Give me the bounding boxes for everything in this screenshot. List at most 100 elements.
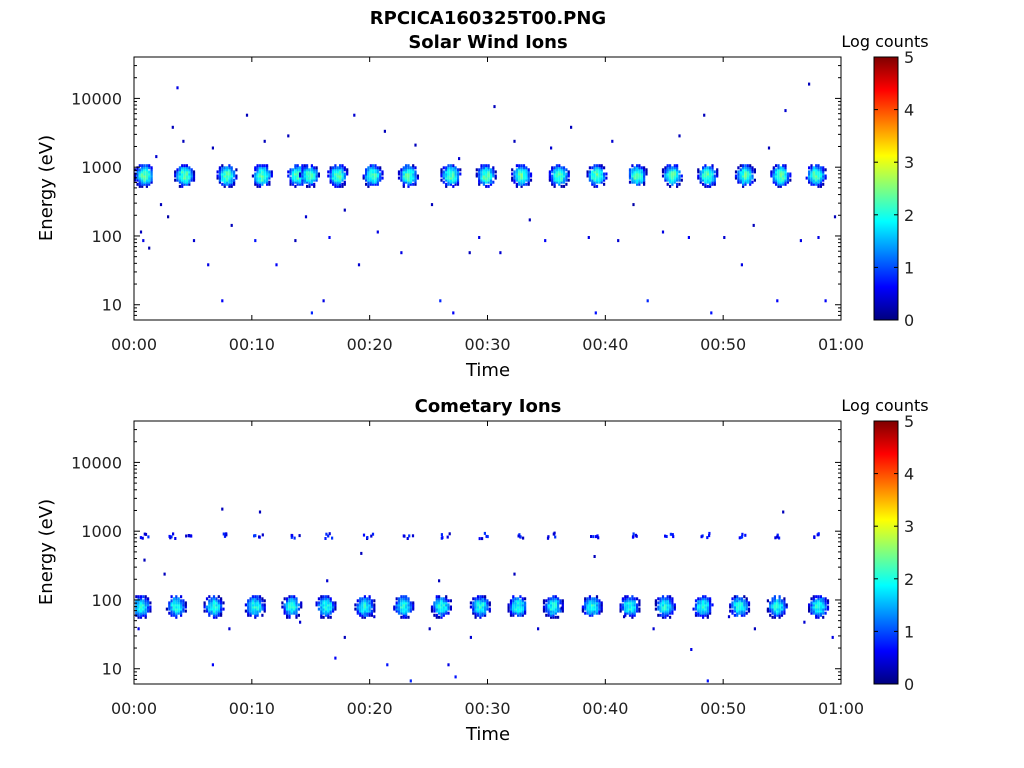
data-cell	[203, 603, 206, 607]
colorbar-gradient	[873, 56, 899, 321]
data-cell	[329, 176, 332, 180]
data-cell	[519, 535, 522, 539]
data-cell	[263, 170, 266, 174]
data-cell	[363, 597, 366, 601]
data-cell	[551, 170, 554, 174]
data-cell	[547, 535, 550, 539]
data-cell	[673, 168, 676, 172]
data-cell	[731, 611, 734, 615]
data-cell	[586, 172, 589, 176]
y-tick-label: 1000	[81, 522, 122, 541]
data-cell	[368, 605, 371, 609]
data-cell	[208, 607, 211, 611]
data-cell	[208, 599, 211, 603]
data-cell	[697, 176, 700, 180]
data-cell	[249, 613, 252, 617]
data-cell	[449, 178, 452, 182]
data-cell	[303, 164, 306, 168]
data-cell	[320, 605, 323, 609]
data-cell	[517, 534, 520, 538]
data-cell	[584, 611, 587, 615]
data-cell	[308, 178, 311, 182]
data-cell	[704, 170, 707, 174]
data-cell	[738, 609, 741, 613]
data-cell	[817, 603, 820, 607]
data-cell	[402, 174, 405, 178]
data-cell	[664, 611, 667, 615]
data-cell	[628, 597, 632, 601]
data-cell	[266, 180, 269, 184]
data-cell	[666, 595, 669, 599]
data-cell	[286, 599, 289, 603]
data-cell	[595, 168, 599, 172]
data-cell	[177, 611, 180, 615]
data-cell	[812, 166, 815, 170]
data-cell	[258, 184, 262, 188]
data-cell	[172, 609, 176, 613]
data-cell	[777, 164, 780, 168]
data-cell	[517, 609, 520, 613]
data-cell	[145, 168, 148, 172]
data-cell	[772, 178, 775, 182]
data-cell	[547, 605, 550, 609]
data-cell	[454, 166, 457, 170]
data-cell	[643, 174, 646, 178]
data-cell	[178, 178, 181, 182]
data-point	[163, 572, 166, 576]
data-cell	[313, 172, 316, 176]
data-point	[817, 236, 820, 239]
data-cell	[711, 166, 714, 170]
data-point	[438, 579, 441, 583]
data-cell	[554, 611, 557, 615]
data-cell	[565, 176, 568, 180]
data-cell	[308, 184, 311, 188]
data-cell	[363, 603, 366, 607]
data-cell	[301, 176, 304, 180]
data-cell	[339, 166, 342, 170]
data-cell	[438, 599, 441, 603]
data-cell	[817, 607, 820, 611]
data-cell	[322, 611, 325, 615]
data-cell	[817, 609, 820, 613]
data-cell	[294, 164, 297, 168]
data-cell	[709, 166, 712, 170]
data-cell	[249, 607, 252, 611]
data-cell	[223, 172, 226, 176]
data-cell	[550, 605, 553, 609]
data-cell	[447, 178, 450, 182]
data-cell	[474, 603, 477, 607]
data-cell	[702, 176, 705, 180]
data-point	[211, 663, 214, 667]
data-point	[155, 155, 158, 159]
data-cell	[407, 180, 410, 184]
data-cell	[509, 603, 513, 607]
data-cell	[220, 609, 223, 613]
data-cell	[258, 605, 262, 609]
data-cell	[223, 532, 226, 536]
data-cell	[522, 174, 526, 178]
data-cell	[400, 172, 403, 176]
data-cell	[588, 174, 591, 178]
data-cell	[395, 597, 398, 601]
data-cell	[343, 174, 346, 178]
data-cell	[339, 178, 342, 182]
data-cell	[738, 536, 741, 540]
data-cell	[595, 170, 599, 174]
data-cell	[819, 601, 822, 605]
data-cell	[290, 611, 293, 615]
data-cell	[815, 603, 818, 607]
data-cell	[624, 603, 627, 607]
data-cell	[734, 170, 738, 174]
data-cell	[547, 599, 550, 603]
data-cell	[254, 597, 257, 601]
data-cell	[256, 176, 259, 180]
data-cell	[233, 178, 236, 182]
data-cell	[785, 605, 788, 609]
data-cell	[486, 607, 489, 611]
data-cell	[363, 595, 366, 599]
data-cell	[290, 599, 293, 603]
data-cell	[359, 599, 362, 603]
data-cell	[636, 597, 639, 601]
data-cell	[744, 172, 747, 176]
data-cell	[619, 607, 622, 611]
